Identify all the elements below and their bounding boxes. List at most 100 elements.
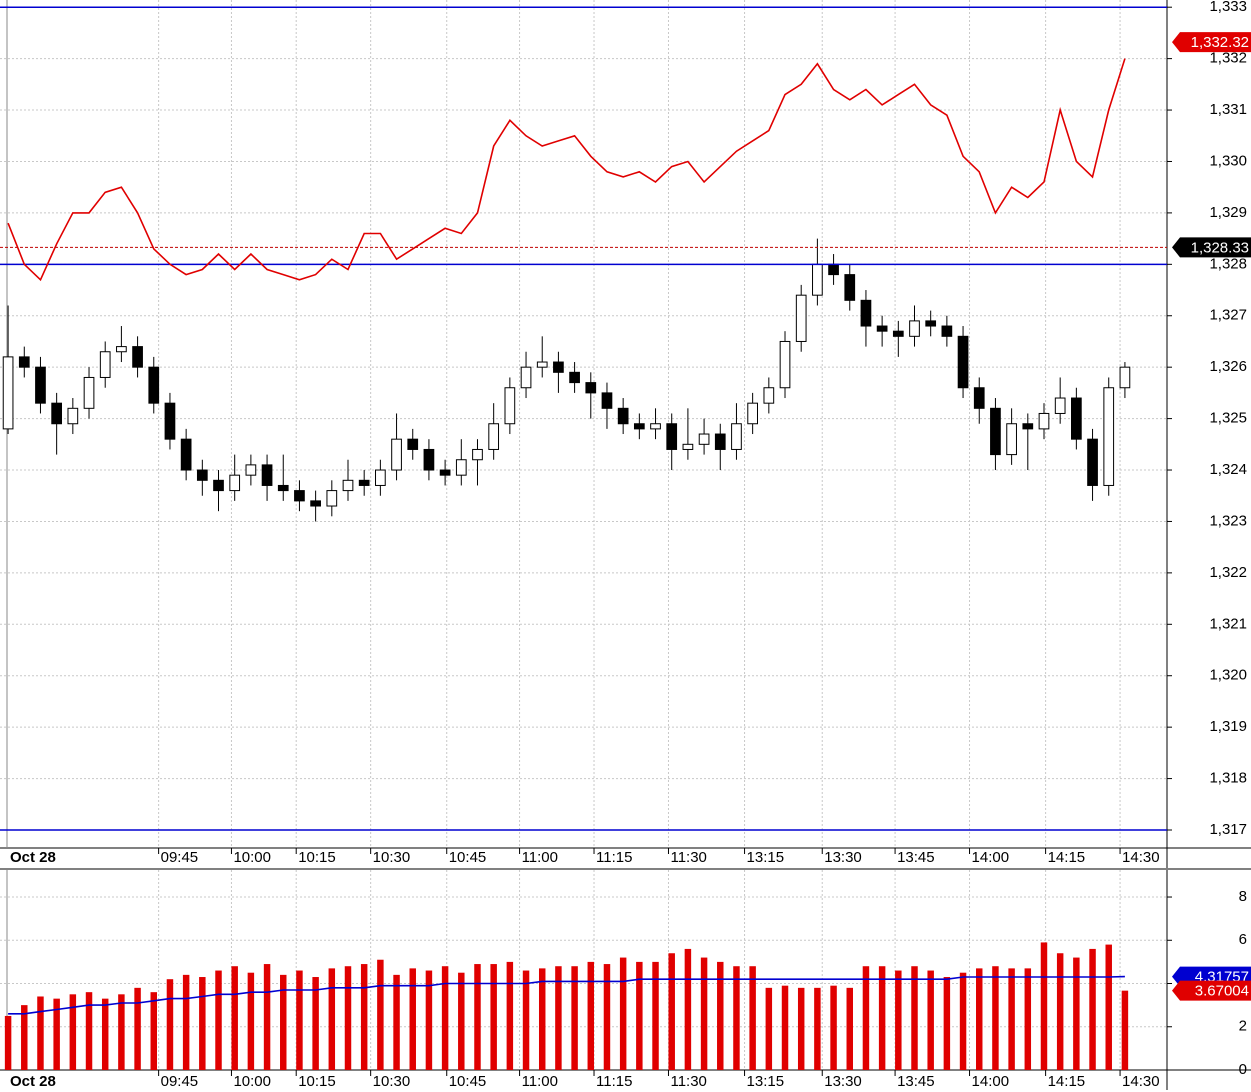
bar [150,992,158,1070]
y-tick-label: 1,324 [1209,461,1247,478]
candle-body [990,407,1001,456]
y-tick-label: 1,331 [1209,101,1247,118]
candle-body [973,387,985,409]
candle-body [795,294,807,342]
candle-body [569,371,580,384]
x-tick-label: 11:00 [522,849,558,866]
y-tick-label: 1,327 [1209,307,1247,324]
candle-body [51,402,63,425]
bar [814,987,821,1070]
bar [717,961,724,1070]
bar [749,966,756,1070]
x-tick-label: 11:00 [522,1073,558,1090]
candle-body [633,423,645,430]
bar [684,948,692,1070]
bar [555,966,562,1070]
candle-body [407,438,419,450]
candle-body [892,330,904,337]
candle-body [83,376,95,409]
candle-body [714,433,726,450]
candle-body [698,433,710,445]
candle-body [488,423,500,450]
candle-body [536,361,548,368]
bar [830,985,837,1070]
bar [4,1015,12,1070]
candle-body [310,500,321,507]
candle-body [585,382,597,394]
bar [377,959,384,1070]
candle-body [844,274,856,301]
candle-body [828,263,839,276]
bar [781,985,789,1070]
bar [862,966,870,1070]
candle-body [277,484,289,492]
x-tick-label: 13:30 [824,1073,862,1090]
bar [700,957,708,1070]
candle-body [812,263,823,296]
candle-body [99,351,111,378]
candle-body [925,320,937,327]
x-tick-label: 13:15 [747,849,785,866]
y-tick-label: 2 [1239,1018,1247,1035]
bar [21,1005,28,1070]
x-tick-label: 14:30 [1122,1073,1160,1090]
candle-body [196,469,208,481]
candle-body [116,346,127,353]
y-tick-label: 1,318 [1209,770,1247,787]
bar [474,964,481,1070]
candle-body [666,423,678,450]
bar [571,966,578,1070]
bar [976,968,983,1070]
bar [215,970,222,1070]
x-tick-label: 09:45 [161,1073,199,1090]
candle-body [342,479,354,492]
bar [1105,944,1112,1070]
candle-body [876,325,888,332]
x-tick-label: 14:15 [1048,1073,1086,1090]
x-tick-label: 13:30 [824,849,862,866]
y-tick-label: 1,330 [1209,152,1247,169]
y-tick-label: 1,333 [1209,0,1247,15]
x-tick-label: 10:00 [233,849,271,866]
candle-body [164,402,176,440]
bar [927,970,934,1070]
x-tick-label: 11:30 [670,1073,706,1090]
bar [506,961,514,1070]
candle-body [860,299,872,327]
line-series [8,975,1125,1015]
x-tick-label: 13:15 [747,1073,785,1090]
bar [360,964,368,1070]
bar [441,966,449,1070]
y-tick-label: 1,321 [1209,615,1247,632]
price-tag-label: 1,332.32 [1191,34,1249,51]
x-tick-label: 11:15 [596,849,632,866]
bar [118,994,125,1070]
bar [895,970,902,1070]
x-tick-label: 14:30 [1122,849,1160,866]
candle-body [617,407,629,425]
x-tick-label: 14:15 [1048,849,1086,866]
bar [1024,968,1032,1070]
bar [280,974,287,1070]
y-tick-label: 8 [1239,888,1247,905]
x-tick-label: 13:45 [897,1073,935,1090]
bar [37,996,44,1070]
candle-body [180,438,192,471]
bar [409,968,416,1070]
candle-body [213,479,224,492]
candle-body [1119,366,1131,389]
candle-body [294,490,305,502]
x-tick-label: 13:45 [897,849,935,866]
y-tick-label: 1,332 [1209,50,1247,67]
candle-body [747,402,758,425]
bar [846,987,853,1070]
bar [619,957,627,1070]
bar [328,968,336,1070]
candle-body [1087,438,1098,486]
y-tick-label: 1,320 [1209,667,1247,684]
y-tick-label: 1,319 [1209,718,1247,735]
candle-body [553,361,564,373]
bar [992,966,999,1070]
